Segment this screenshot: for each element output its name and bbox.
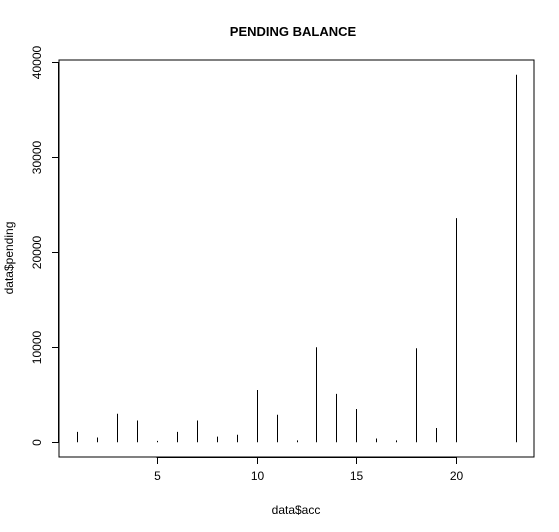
y-tick-label-10000: 10000 [30, 330, 44, 364]
y-axis-label: data$pending [2, 222, 16, 295]
chart-title: PENDING BALANCE [230, 24, 357, 39]
y-tick-label-30000: 30000 [30, 140, 44, 174]
x-axis-label: data$acc [272, 503, 321, 517]
plot-frame [58, 59, 535, 458]
x-axis: 5 10 15 20 [154, 457, 463, 483]
y-tick-label-20000: 20000 [30, 235, 44, 269]
y-axis: 0 10000 20000 30000 40000 [30, 45, 59, 446]
y-tick-label-0: 0 [30, 439, 44, 446]
x-tick-label-15: 15 [350, 469, 364, 483]
x-tick-label-5: 5 [154, 469, 161, 483]
bars-group [77, 74, 517, 443]
y-tick-label-40000: 40000 [30, 45, 44, 79]
x-tick-label-20: 20 [450, 469, 464, 483]
x-tick-label-10: 10 [251, 469, 265, 483]
